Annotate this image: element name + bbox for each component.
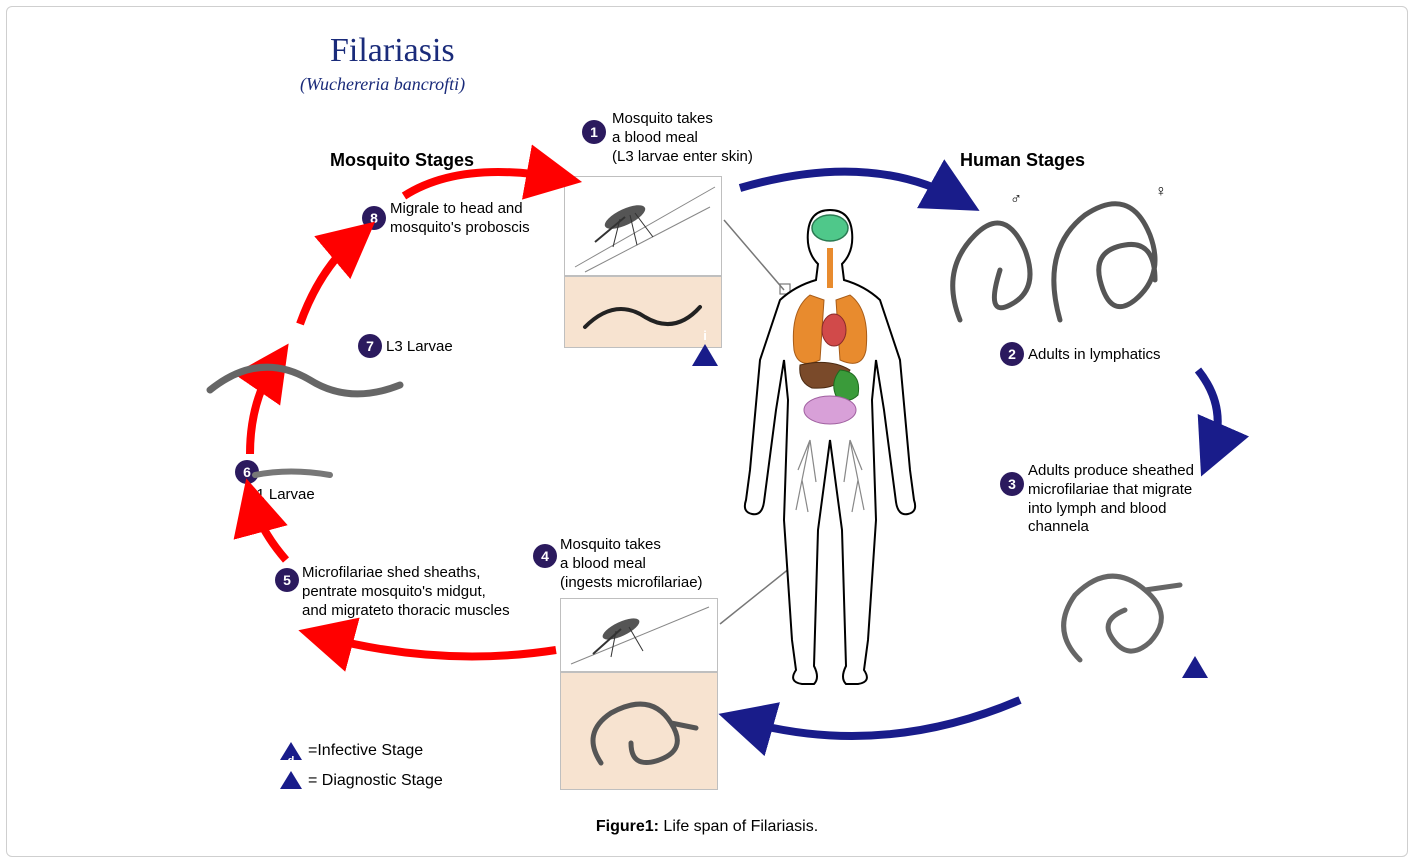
legend: i =Infective Stage d = Diagnostic Stage: [280, 738, 443, 797]
figure-caption: Figure1: Life span of Filariasis.: [0, 818, 1414, 836]
section-human: Human Stages: [960, 150, 1085, 171]
stage-7-badge: 7: [358, 334, 382, 358]
stage-2-badge: 2: [1000, 342, 1024, 366]
stage-6-badge: 6: [235, 460, 259, 484]
legend-diagnostic-icon: d: [280, 771, 302, 789]
diagram-subtitle: (Wuchereria bancrofti): [300, 74, 465, 95]
diagnostic-icon: d: [1182, 656, 1208, 678]
stage-1-badge: 1: [582, 120, 606, 144]
stage-8-text: Migrale to head andmosquito's proboscis: [390, 200, 610, 238]
stage-2-text: Adults in lymphatics: [1028, 346, 1228, 365]
caption-text: Life span of Filariasis.: [659, 818, 818, 835]
stage-6-text: L1 Larvae: [248, 486, 368, 505]
stage-7-text: L3 Larvae: [386, 338, 506, 357]
stage-5-badge: 5: [275, 568, 299, 592]
legend-diagnostic: d = Diagnostic Stage: [280, 768, 443, 794]
stage-1-text: Mosquito takesa blood meal(L3 larvae ent…: [612, 110, 812, 166]
stage-3-text: Adults produce sheathedmicrofilariae tha…: [1028, 462, 1288, 537]
male-symbol: ♂: [1010, 190, 1022, 210]
stage-5-text: Microfilariae shed sheaths,pentrate mosq…: [302, 564, 592, 620]
stage-3-badge: 3: [1000, 472, 1024, 496]
diagram-title: Filariasis: [330, 32, 455, 70]
section-mosquito: Mosquito Stages: [330, 150, 474, 171]
legend-infective: i =Infective Stage: [280, 738, 443, 764]
infective-icon: i: [692, 344, 718, 366]
caption-label: Figure1:: [596, 818, 659, 835]
lower-microfilaria-box: [560, 672, 718, 790]
legend-infective-text: =Infective Stage: [308, 738, 423, 764]
female-symbol: ♀: [1155, 182, 1167, 202]
stage-8-badge: 8: [362, 206, 386, 230]
legend-diagnostic-text: = Diagnostic Stage: [308, 768, 443, 794]
